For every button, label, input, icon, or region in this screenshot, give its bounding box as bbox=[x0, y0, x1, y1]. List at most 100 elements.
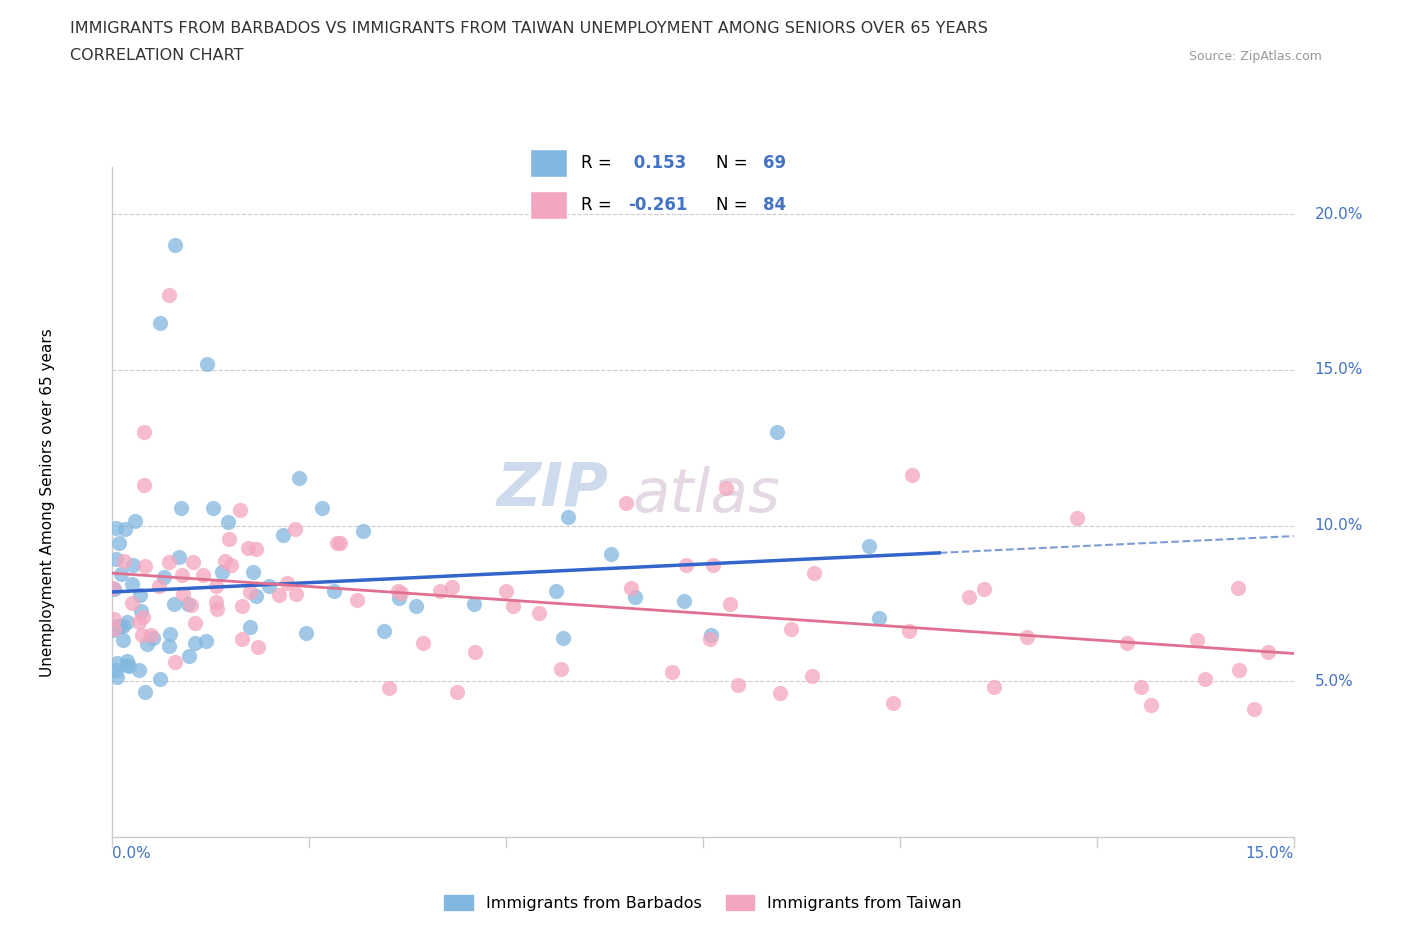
Immigrants from Taiwan bbox=[502, 599, 524, 614]
Text: 69: 69 bbox=[763, 154, 786, 172]
Immigrants from Taiwan bbox=[412, 636, 434, 651]
Text: R =: R = bbox=[581, 154, 617, 172]
Immigrants from Taiwan bbox=[131, 628, 153, 643]
Immigrants from Taiwan bbox=[245, 541, 267, 556]
Immigrants from Barbados bbox=[128, 663, 150, 678]
Legend: Immigrants from Barbados, Immigrants from Taiwan: Immigrants from Barbados, Immigrants fro… bbox=[437, 889, 969, 917]
Immigrants from Barbados bbox=[311, 500, 333, 515]
Immigrants from Barbados bbox=[105, 619, 128, 634]
Immigrants from Taiwan bbox=[231, 631, 253, 646]
Immigrants from Barbados bbox=[163, 597, 186, 612]
Text: IMMIGRANTS FROM BARBADOS VS IMMIGRANTS FROM TAIWAN UNEMPLOYMENT AMONG SENIORS OV: IMMIGRANTS FROM BARBADOS VS IMMIGRANTS F… bbox=[70, 20, 988, 35]
Immigrants from Taiwan bbox=[714, 481, 737, 496]
Immigrants from Taiwan bbox=[134, 478, 156, 493]
Immigrants from Taiwan bbox=[205, 594, 228, 609]
Immigrants from Taiwan bbox=[221, 558, 243, 573]
Immigrants from Taiwan bbox=[284, 521, 307, 536]
Immigrants from Taiwan bbox=[620, 581, 643, 596]
Immigrants from Taiwan bbox=[1015, 630, 1038, 644]
Immigrants from Taiwan bbox=[128, 615, 150, 630]
Bar bbox=[530, 149, 568, 178]
Immigrants from Taiwan bbox=[218, 532, 240, 547]
Immigrants from Taiwan bbox=[205, 578, 228, 593]
Immigrants from Barbados bbox=[159, 627, 181, 642]
Immigrants from Barbados bbox=[153, 570, 176, 585]
Immigrants from Barbados bbox=[149, 671, 172, 686]
Immigrants from Barbados bbox=[111, 619, 134, 634]
Immigrants from Taiwan bbox=[184, 616, 207, 631]
Text: 15.0%: 15.0% bbox=[1246, 846, 1294, 861]
Text: N =: N = bbox=[716, 154, 752, 172]
Immigrants from Taiwan bbox=[141, 627, 163, 642]
Immigrants from Taiwan bbox=[276, 576, 298, 591]
Immigrants from Taiwan bbox=[780, 621, 803, 636]
Immigrants from Taiwan bbox=[329, 536, 352, 551]
Immigrants from Barbados bbox=[271, 527, 294, 542]
Immigrants from Taiwan bbox=[121, 596, 143, 611]
Immigrants from Barbados bbox=[115, 654, 138, 669]
Immigrants from Barbados bbox=[245, 589, 267, 604]
Immigrants from Taiwan bbox=[1185, 633, 1208, 648]
Text: Unemployment Among Seniors over 65 years: Unemployment Among Seniors over 65 years bbox=[39, 328, 55, 677]
Immigrants from Taiwan bbox=[957, 590, 980, 604]
Immigrants from Barbados bbox=[405, 598, 427, 613]
Immigrants from Taiwan bbox=[1226, 580, 1249, 595]
Immigrants from Barbados bbox=[858, 538, 880, 553]
Immigrants from Taiwan bbox=[205, 601, 228, 616]
Immigrants from Barbados bbox=[194, 633, 217, 648]
Immigrants from Barbados bbox=[105, 520, 128, 535]
Immigrants from Taiwan bbox=[550, 661, 572, 676]
Immigrants from Barbados bbox=[544, 583, 567, 598]
Immigrants from Taiwan bbox=[897, 624, 920, 639]
Immigrants from Barbados bbox=[700, 628, 723, 643]
Text: Source: ZipAtlas.com: Source: ZipAtlas.com bbox=[1188, 50, 1322, 63]
Immigrants from Taiwan bbox=[718, 596, 741, 611]
Immigrants from Taiwan bbox=[163, 654, 186, 669]
Immigrants from Taiwan bbox=[103, 621, 125, 636]
Immigrants from Barbados bbox=[124, 514, 146, 529]
Text: R =: R = bbox=[581, 196, 617, 214]
Immigrants from Barbados bbox=[217, 515, 239, 530]
Immigrants from Taiwan bbox=[1115, 635, 1137, 650]
Immigrants from Barbados bbox=[114, 522, 136, 537]
Immigrants from Taiwan bbox=[236, 540, 259, 555]
Immigrants from Barbados bbox=[122, 557, 145, 572]
Immigrants from Taiwan bbox=[387, 584, 409, 599]
Immigrants from Barbados bbox=[463, 596, 485, 611]
Text: 5.0%: 5.0% bbox=[1315, 673, 1354, 689]
Immigrants from Barbados bbox=[322, 584, 344, 599]
Text: CORRELATION CHART: CORRELATION CHART bbox=[70, 48, 243, 63]
Immigrants from Taiwan bbox=[191, 567, 214, 582]
Immigrants from Taiwan bbox=[529, 605, 551, 620]
Immigrants from Barbados bbox=[108, 536, 131, 551]
Immigrants from Taiwan bbox=[229, 503, 252, 518]
Immigrants from Barbados bbox=[202, 500, 225, 515]
Immigrants from Taiwan bbox=[148, 578, 170, 593]
Immigrants from Taiwan bbox=[769, 685, 792, 700]
Immigrants from Taiwan bbox=[284, 587, 307, 602]
Immigrants from Barbados bbox=[211, 565, 233, 579]
Immigrants from Barbados bbox=[868, 610, 890, 625]
Immigrants from Barbados bbox=[108, 618, 131, 633]
Immigrants from Barbados bbox=[373, 624, 395, 639]
Immigrants from Barbados bbox=[184, 635, 207, 650]
Immigrants from Taiwan bbox=[882, 696, 904, 711]
Immigrants from Barbados bbox=[157, 639, 180, 654]
Text: 84: 84 bbox=[763, 196, 786, 214]
Immigrants from Taiwan bbox=[181, 554, 204, 569]
Text: atlas: atlas bbox=[633, 466, 780, 525]
Immigrants from Barbados bbox=[107, 656, 129, 671]
Text: 10.0%: 10.0% bbox=[1315, 518, 1362, 533]
Immigrants from Taiwan bbox=[429, 583, 451, 598]
Immigrants from Taiwan bbox=[973, 582, 995, 597]
Immigrants from Taiwan bbox=[112, 553, 135, 568]
Immigrants from Barbados bbox=[553, 631, 575, 645]
Immigrants from Taiwan bbox=[800, 669, 823, 684]
Immigrants from Barbados bbox=[169, 550, 191, 565]
Text: 0.153: 0.153 bbox=[628, 154, 686, 172]
Immigrants from Barbados bbox=[177, 597, 200, 612]
Immigrants from Barbados bbox=[766, 424, 789, 439]
Immigrants from Barbados bbox=[105, 551, 128, 566]
Immigrants from Barbados bbox=[104, 663, 127, 678]
Immigrants from Taiwan bbox=[1130, 680, 1153, 695]
